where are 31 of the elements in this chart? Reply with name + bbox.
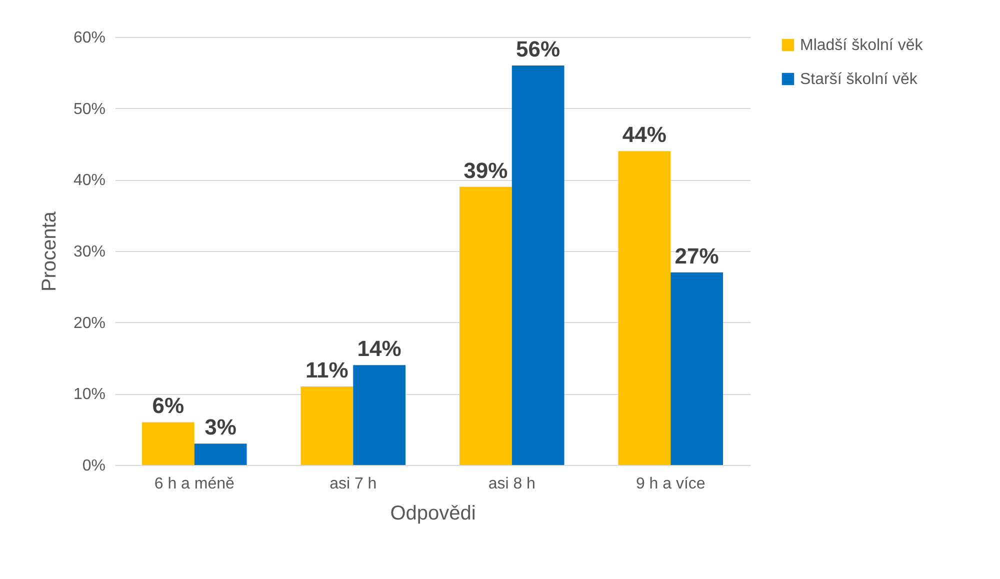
x-tick-label: asi 7 h bbox=[330, 476, 377, 492]
y-axis-title: Procenta bbox=[38, 210, 60, 292]
data-label: 39% bbox=[464, 158, 508, 183]
bar bbox=[194, 444, 247, 465]
bar bbox=[459, 186, 512, 465]
y-tick-label: 0% bbox=[82, 458, 106, 474]
bar bbox=[300, 386, 354, 465]
data-label: 44% bbox=[622, 122, 666, 148]
y-tick-label: 50% bbox=[73, 100, 106, 118]
y-tick-label: 20% bbox=[73, 314, 106, 332]
bar bbox=[670, 272, 724, 465]
legend-label: Mladší školní věk bbox=[800, 37, 924, 54]
x-tick-label: asi 8 h bbox=[488, 476, 536, 492]
bar bbox=[618, 151, 671, 465]
x-tick-label: 6 h a méně bbox=[154, 476, 234, 492]
data-label: 11% bbox=[306, 358, 348, 383]
data-label: 6% bbox=[152, 393, 184, 418]
x-axis-title: Odpovědi bbox=[390, 502, 476, 524]
data-label: 3% bbox=[204, 414, 236, 440]
data-label: 27% bbox=[674, 243, 719, 268]
y-tick-label: 30% bbox=[73, 244, 106, 260]
bar bbox=[353, 365, 406, 465]
x-tick-label: 9 h a více bbox=[636, 476, 706, 492]
y-tick-label: 60% bbox=[73, 30, 106, 46]
y-tick-label: 40% bbox=[73, 172, 106, 190]
y-tick-label: 10% bbox=[73, 386, 106, 404]
bar bbox=[142, 422, 194, 465]
legend-label: Starší školní věk bbox=[800, 71, 918, 88]
data-label: 56% bbox=[516, 36, 560, 62]
data-label: 14% bbox=[357, 336, 402, 362]
bar bbox=[512, 66, 564, 465]
